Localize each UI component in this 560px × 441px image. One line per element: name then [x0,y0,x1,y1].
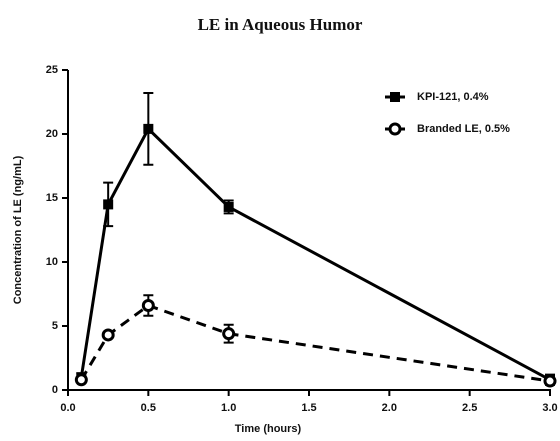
data-point [223,201,234,212]
data-point [74,373,88,387]
data-point [543,374,557,388]
x-tick-label: 3.0 [542,402,557,414]
y-tick-label: 10 [46,256,58,268]
data-point [101,328,115,342]
legend-label: Branded LE, 0.5% [417,123,510,135]
data-point [141,299,155,313]
series-line [79,126,551,382]
y-tick-label: 25 [46,64,58,76]
x-tick-label: 2.5 [462,402,477,414]
y-tick-label: 15 [46,192,58,204]
legend-marker [388,122,402,136]
data-point [103,199,114,210]
y-tick-label: 5 [52,320,58,332]
x-tick-label: 2.0 [382,402,397,414]
chart-title: LE in Aqueous Humor [198,15,363,34]
x-tick-label: 0.0 [60,402,75,414]
legend-marker [390,92,400,102]
data-point [143,123,154,134]
x-axis-label: Time (hours) [235,423,302,435]
x-tick-label: 0.5 [141,402,156,414]
y-axis-label: Concentration of LE (ng/mL) [12,155,24,304]
x-tick-label: 1.0 [221,402,236,414]
legend-label: KPI-121, 0.4% [417,91,489,103]
y-tick-label: 20 [46,128,58,140]
y-tick-label: 0 [52,384,58,396]
data-point [222,327,236,341]
x-tick-label: 1.5 [301,402,316,414]
